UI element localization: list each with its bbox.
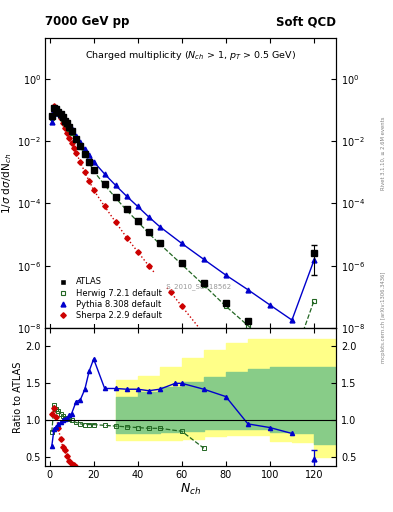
Pythia 8.308 default [180,240,184,246]
Herwig 7.2.1 default [56,111,61,117]
Sherpa 2.2.9 default [102,203,107,209]
Legend: ATLAS, Herwig 7.2.1 default, Pythia 8.308 default, Sherpa 2.2.9 default: ATLAS, Herwig 7.2.1 default, Pythia 8.30… [50,273,166,324]
Herwig 7.2.1 default [102,182,107,188]
Herwig 7.2.1 default [58,113,63,119]
Pythia 8.308 default [62,117,67,123]
Sherpa 2.2.9 default [58,115,63,121]
Sherpa 2.2.9 default [69,140,74,146]
Pythia 8.308 default [83,146,87,152]
Herwig 7.2.1 default [65,122,70,129]
Pythia 8.308 default [67,123,72,129]
Herwig 7.2.1 default [146,230,151,237]
Text: 7000 GeV pp: 7000 GeV pp [45,15,130,28]
Pythia 8.308 default [202,257,206,263]
Sherpa 2.2.9 default [65,130,70,136]
Text: Rivet 3.1.10, ≥ 2.6M events: Rivet 3.1.10, ≥ 2.6M events [381,117,386,190]
Herwig 7.2.1 default [135,219,140,225]
Herwig 7.2.1 default [202,282,206,288]
Pythia 8.308 default [56,110,61,116]
Sherpa 2.2.9 default [113,219,118,225]
Sherpa 2.2.9 default [202,331,206,337]
X-axis label: $N_{ch}$: $N_{ch}$ [180,481,201,497]
Pythia 8.308 default [51,107,56,113]
Herwig 7.2.1 default [87,160,92,166]
Pythia 8.308 default [73,133,78,139]
Sherpa 2.2.9 default [124,234,129,241]
Pythia 8.308 default [124,193,129,199]
Sherpa 2.2.9 default [224,358,228,365]
Pythia 8.308 default [290,317,294,323]
Pythia 8.308 default [158,224,162,230]
Pythia 8.308 default [312,257,316,263]
Pythia 8.308 default [61,114,65,120]
Herwig 7.2.1 default [224,303,228,309]
Sherpa 2.2.9 default [158,276,162,282]
Text: Soft QCD: Soft QCD [276,15,336,28]
Herwig 7.2.1 default [78,144,83,150]
Y-axis label: Ratio to ATLAS: Ratio to ATLAS [13,361,23,433]
Sherpa 2.2.9 default [246,386,250,392]
Herwig 7.2.1 default [83,152,87,158]
Sherpa 2.2.9 default [146,263,151,269]
Text: Charged multiplicity ($N_{ch}$ > 1, $p_T$ > 0.5 GeV): Charged multiplicity ($N_{ch}$ > 1, $p_T… [85,49,296,61]
Herwig 7.2.1 default [73,137,78,143]
Text: ATLAS_2010_S8918562: ATLAS_2010_S8918562 [150,284,231,290]
Text: mcplots.cern.ch [arXiv:1306.3436]: mcplots.cern.ch [arXiv:1306.3436] [381,272,386,363]
Line: Sherpa 2.2.9 default: Sherpa 2.2.9 default [50,104,294,445]
Sherpa 2.2.9 default [290,440,294,446]
Pythia 8.308 default [50,119,54,125]
Sherpa 2.2.9 default [72,144,76,151]
Sherpa 2.2.9 default [87,178,92,184]
Sherpa 2.2.9 default [50,112,54,118]
Pythia 8.308 default [113,182,118,188]
Pythia 8.308 default [246,287,250,293]
Pythia 8.308 default [224,272,228,278]
Herwig 7.2.1 default [67,126,72,132]
Pythia 8.308 default [87,152,92,158]
Line: Herwig 7.2.1 default: Herwig 7.2.1 default [50,109,316,366]
Herwig 7.2.1 default [54,108,59,114]
Herwig 7.2.1 default [268,341,272,347]
Pythia 8.308 default [135,203,140,209]
Herwig 7.2.1 default [51,108,56,114]
Pythia 8.308 default [146,214,151,220]
Sherpa 2.2.9 default [61,120,65,126]
Pythia 8.308 default [69,126,74,133]
Sherpa 2.2.9 default [56,111,61,117]
Sherpa 2.2.9 default [91,187,96,193]
Herwig 7.2.1 default [158,241,162,247]
Herwig 7.2.1 default [246,323,250,329]
Sherpa 2.2.9 default [51,103,56,109]
Sherpa 2.2.9 default [78,159,83,165]
Y-axis label: 1/$\sigma$ d$\sigma$/dN$_{ch}$: 1/$\sigma$ d$\sigma$/dN$_{ch}$ [0,153,14,214]
Sherpa 2.2.9 default [67,135,72,141]
Sherpa 2.2.9 default [268,413,272,419]
Pythia 8.308 default [268,302,272,308]
Sherpa 2.2.9 default [54,105,59,112]
Sherpa 2.2.9 default [169,289,173,295]
Line: Pythia 8.308 default: Pythia 8.308 default [50,108,316,323]
Sherpa 2.2.9 default [135,249,140,255]
Herwig 7.2.1 default [180,261,184,267]
Herwig 7.2.1 default [62,120,67,126]
Herwig 7.2.1 default [50,115,54,121]
Sherpa 2.2.9 default [73,150,78,156]
Pythia 8.308 default [102,171,107,177]
Herwig 7.2.1 default [113,195,118,201]
Pythia 8.308 default [54,108,59,114]
Pythia 8.308 default [58,112,63,118]
Herwig 7.2.1 default [124,207,129,214]
Herwig 7.2.1 default [69,130,74,136]
Pythia 8.308 default [91,159,96,165]
Sherpa 2.2.9 default [62,125,67,131]
Herwig 7.2.1 default [290,360,294,366]
Pythia 8.308 default [65,120,70,126]
Herwig 7.2.1 default [91,168,96,174]
Herwig 7.2.1 default [61,116,65,122]
Pythia 8.308 default [78,139,83,145]
Herwig 7.2.1 default [312,297,316,304]
Sherpa 2.2.9 default [180,303,184,309]
Sherpa 2.2.9 default [83,169,87,176]
